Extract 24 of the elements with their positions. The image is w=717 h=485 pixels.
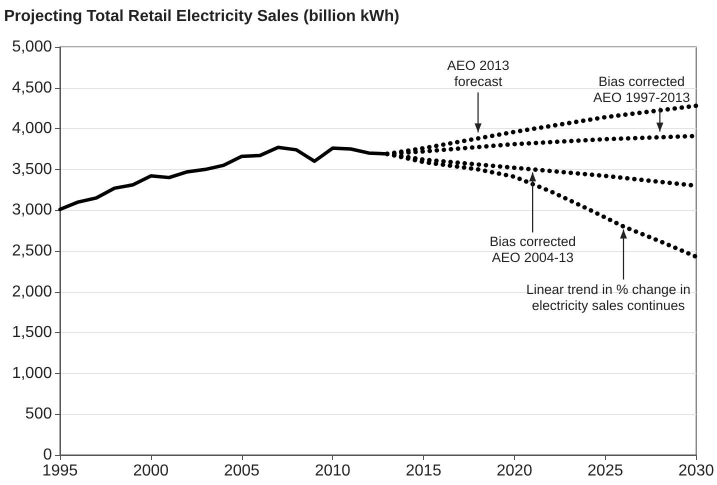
- y-tick-label: 1,000: [12, 364, 52, 382]
- chart-title: Projecting Total Retail Electricity Sales (billion kWh): [4, 8, 400, 26]
- y-tick-label: 4,500: [12, 79, 52, 96]
- x-tick-label: 2005: [224, 462, 260, 480]
- x-tick-label: 2025: [588, 462, 624, 480]
- annotation: Bias corrected AEO 1997-2013: [593, 74, 690, 106]
- x-tick-label: 2010: [314, 462, 351, 480]
- x-tick-label: 1995: [42, 462, 78, 480]
- y-tick-label: 2,000: [12, 283, 52, 300]
- x-tick-label: 2015: [406, 462, 442, 480]
- y-tick-label: 3,500: [12, 160, 52, 178]
- y-tick-label: 0: [43, 446, 52, 464]
- x-tick-label: 2000: [133, 462, 169, 480]
- annotation: AEO 2013 forecast: [447, 58, 510, 90]
- y-tick-label: 500: [25, 406, 52, 423]
- y-tick-label: 3,000: [12, 202, 52, 219]
- x-tick-label: 2030: [678, 462, 714, 480]
- annotation: Bias corrected AEO 2004-13: [490, 234, 576, 266]
- x-tick-label: 2020: [496, 462, 532, 480]
- y-tick-label: 5,000: [12, 38, 52, 56]
- annotation: Linear trend in % change in electricity sales continues: [526, 282, 691, 314]
- y-tick-label: 4,000: [12, 120, 52, 138]
- y-tick-label: 1,500: [12, 324, 52, 342]
- y-tick-label: 2,500: [12, 242, 52, 260]
